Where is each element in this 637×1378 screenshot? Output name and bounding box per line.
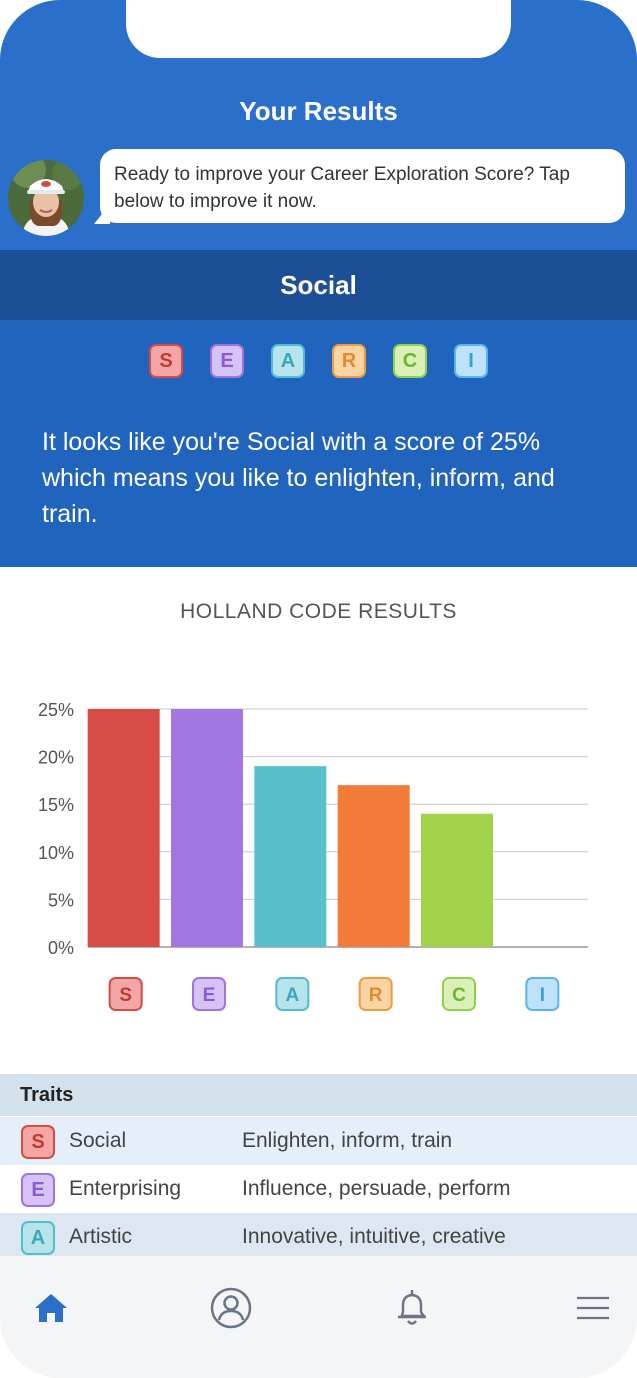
y-tick-label: 10% <box>38 843 74 863</box>
coach-avatar <box>8 160 84 236</box>
x-tick-badge-a <box>275 977 310 1011</box>
trait-row-enterprising[interactable]: E Enterprising Influence, persuade, perfor… <box>0 1165 637 1213</box>
traits-header: Traits <box>0 1074 637 1116</box>
y-tick-label: 15% <box>38 795 74 815</box>
x-tick-label: I <box>540 985 545 1006</box>
bar-e <box>171 709 243 947</box>
trait-name: Artistic <box>69 1225 132 1248</box>
trait-name: Enterprising <box>69 1177 182 1200</box>
trait-row-artistic[interactable]: A Artistic Innovative, intuitive, creative <box>0 1213 637 1261</box>
profile-icon <box>210 1287 252 1329</box>
holland-letter-a: A <box>21 1221 55 1255</box>
x-tick-badge-c <box>442 977 476 1011</box>
holland-letter-e: E <box>210 344 244 378</box>
bottom-nav <box>0 1255 637 1378</box>
x-tick-badge-e <box>192 977 226 1011</box>
trait-row-social[interactable]: S Social Enlighten, inform, train <box>0 1117 637 1165</box>
y-tick-label: 25% <box>38 700 74 720</box>
nav-home[interactable] <box>27 1284 75 1332</box>
bar-a <box>254 766 327 947</box>
chart-title: HOLLAND CODE RESULTS <box>180 600 457 623</box>
y-tick-label: 5% <box>48 890 74 910</box>
result-type-label: Social <box>0 250 637 320</box>
device-notch <box>126 0 511 58</box>
bar-c <box>421 813 493 947</box>
coach-message-bubble: Ready to improve your Career Exploration… <box>100 149 625 223</box>
x-tick-label: R <box>369 985 383 1006</box>
x-tick-badge-i <box>525 977 560 1011</box>
menu-icon <box>577 1296 609 1320</box>
trait-name: Social <box>69 1129 127 1152</box>
holland-code-bar-chart: 0% 5% 10% 15% 20% 25% S E A R C I <box>38 700 588 1011</box>
holland-letter-s: S <box>149 344 183 378</box>
x-tick-label: E <box>203 985 216 1006</box>
holland-letter-s: S <box>21 1125 55 1159</box>
nav-menu[interactable] <box>569 1284 617 1332</box>
bar-s <box>87 709 160 947</box>
holland-letter-a: A <box>271 344 305 378</box>
holland-letter-c: C <box>393 344 427 378</box>
x-tick-badge-r <box>358 977 393 1011</box>
home-icon <box>35 1294 67 1322</box>
holland-letter-i: I <box>454 344 488 378</box>
holland-letter-r: R <box>332 344 366 378</box>
nav-notifications[interactable] <box>388 1284 436 1332</box>
result-summary-text: It looks like you're Social with a score… <box>42 428 555 528</box>
holland-letter-e: E <box>21 1173 55 1207</box>
trait-description: Enlighten, inform, train <box>242 1129 453 1152</box>
y-tick-label: 20% <box>38 748 74 768</box>
page-title: Your Results <box>239 96 398 126</box>
bar-r <box>337 785 410 947</box>
bell-icon <box>398 1290 426 1325</box>
x-tick-label: A <box>285 985 299 1006</box>
y-tick-label: 0% <box>48 938 74 958</box>
trait-description: Innovative, intuitive, creative <box>242 1225 506 1248</box>
trait-description: Influence, persuade, perform <box>242 1177 511 1200</box>
x-tick-label: C <box>452 985 466 1006</box>
x-tick-label: S <box>119 985 132 1006</box>
header: Your Results Ready to improve your Caree… <box>0 0 637 250</box>
x-tick-badge-s <box>108 977 143 1011</box>
nav-profile[interactable] <box>207 1284 255 1332</box>
